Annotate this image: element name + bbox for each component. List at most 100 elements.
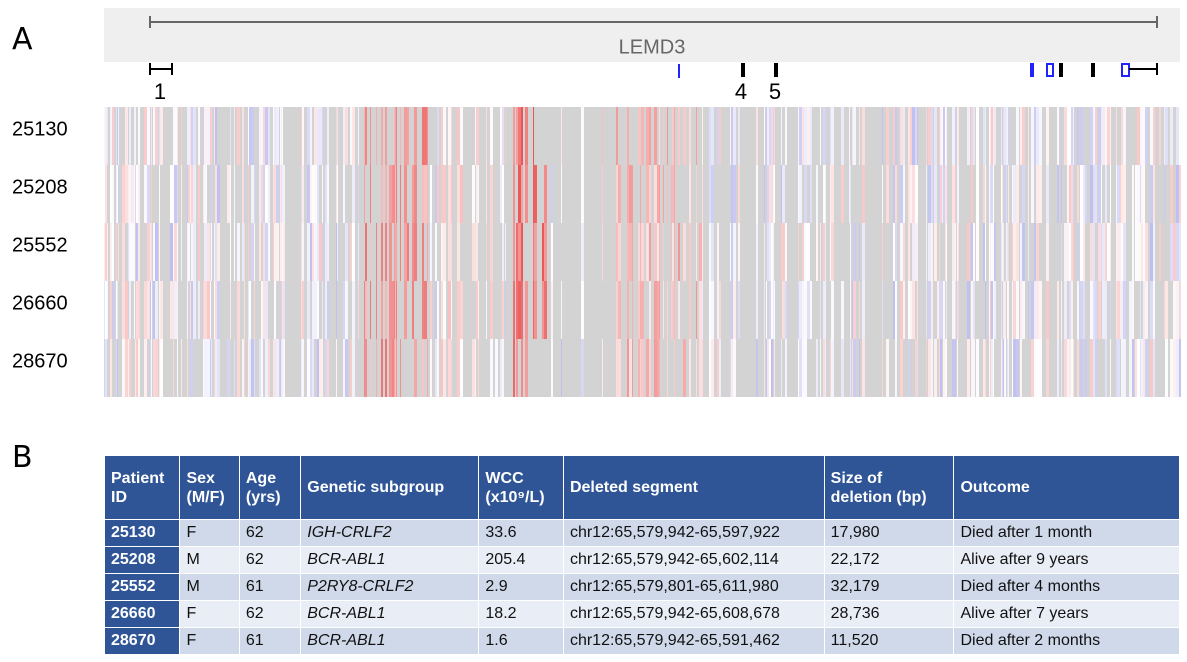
heatmap-cell bbox=[696, 339, 697, 397]
heatmap-cell bbox=[160, 281, 163, 339]
heatmap-cell bbox=[1016, 107, 1019, 165]
heatmap-cell bbox=[773, 165, 774, 223]
heatmap-cell bbox=[211, 223, 212, 281]
heatmap-cell bbox=[389, 223, 392, 281]
heatmap-cell bbox=[525, 107, 528, 165]
heatmap-cell bbox=[478, 339, 479, 397]
heatmap-cell bbox=[756, 339, 758, 397]
heatmap-cell bbox=[261, 165, 263, 223]
heatmap-cell bbox=[435, 339, 437, 397]
heatmap-cell bbox=[1105, 281, 1107, 339]
heatmap-cell bbox=[460, 107, 463, 165]
heatmap-cell bbox=[136, 223, 138, 281]
heatmap-cell bbox=[1135, 339, 1137, 397]
heatmap-cell bbox=[210, 339, 211, 397]
heatmap-cell bbox=[502, 107, 504, 165]
heatmap-cell bbox=[301, 107, 302, 165]
heatmap-cell bbox=[122, 339, 125, 397]
heatmap-cell bbox=[1069, 165, 1071, 223]
heatmap-cell bbox=[1135, 165, 1137, 223]
heatmap-cell bbox=[193, 223, 196, 281]
heatmap-cell bbox=[799, 107, 802, 165]
heatmap-cell bbox=[849, 107, 850, 165]
heatmap-cell bbox=[400, 165, 401, 223]
heatmap-cell bbox=[268, 223, 270, 281]
heatmap-cell bbox=[505, 223, 506, 281]
heatmap-cell bbox=[191, 339, 193, 397]
heatmap-cell bbox=[1008, 339, 1009, 397]
heatmap-cell bbox=[957, 107, 958, 165]
heatmap-cell bbox=[151, 339, 152, 397]
heatmap-cell bbox=[782, 281, 785, 339]
header-cell: Size of deletion (bp) bbox=[823, 455, 955, 520]
heatmap-cell bbox=[352, 107, 355, 165]
heatmap-cell bbox=[370, 339, 371, 397]
heatmap-cell bbox=[1022, 223, 1025, 281]
heatmap-cell bbox=[244, 339, 245, 397]
heatmap-cell bbox=[738, 281, 740, 339]
heatmap-cell bbox=[711, 165, 714, 223]
heatmap-cell bbox=[1046, 107, 1049, 165]
header-cell: Deleted segment bbox=[562, 455, 825, 520]
heatmap-cell bbox=[767, 339, 769, 397]
heatmap-cell bbox=[263, 107, 265, 165]
heatmap-cell bbox=[859, 281, 860, 339]
heatmap-cell bbox=[1164, 165, 1165, 223]
heatmap-cell bbox=[317, 107, 319, 165]
heatmap-cell bbox=[254, 339, 255, 397]
heatmap-cell bbox=[343, 281, 345, 339]
heatmap-cell bbox=[774, 281, 775, 339]
heatmap-cell bbox=[1036, 223, 1039, 281]
heatmap-cell bbox=[1007, 281, 1008, 339]
heatmap-cell bbox=[672, 281, 674, 339]
heatmap-cell bbox=[396, 281, 397, 339]
heatmap-cell bbox=[1095, 107, 1097, 165]
heatmap-cell bbox=[138, 165, 140, 223]
heatmap-cell bbox=[381, 281, 383, 339]
heatmap-cell bbox=[667, 107, 668, 165]
heatmap-cell bbox=[513, 339, 515, 397]
heatmap-cell bbox=[983, 339, 985, 397]
heatmap-cell bbox=[1140, 165, 1141, 223]
heatmap-cell bbox=[1001, 107, 1002, 165]
heatmap-cell bbox=[602, 165, 603, 223]
heatmap-cell bbox=[1034, 339, 1036, 397]
heatmap-cell bbox=[785, 281, 787, 339]
heatmap-cell bbox=[1153, 223, 1155, 281]
heatmap-cell bbox=[689, 281, 691, 339]
heatmap-cell bbox=[882, 223, 883, 281]
heatmap-cell bbox=[116, 281, 117, 339]
heatmap-cell bbox=[798, 339, 799, 397]
heatmap-cell bbox=[985, 165, 986, 223]
heatmap-cell bbox=[1164, 281, 1165, 339]
heatmap-cell bbox=[191, 281, 193, 339]
heatmap-cell bbox=[187, 339, 188, 397]
heatmap-cell bbox=[1153, 281, 1155, 339]
heatmap-cell bbox=[282, 165, 283, 223]
heatmap-cell bbox=[516, 107, 518, 165]
heatmap-cell bbox=[616, 107, 618, 165]
heatmap-cell bbox=[525, 165, 528, 223]
heatmap-cell bbox=[370, 281, 371, 339]
heatmap-cell bbox=[971, 165, 973, 223]
heatmap-cell bbox=[336, 339, 337, 397]
heatmap-cell bbox=[764, 107, 765, 165]
heatmap-cell bbox=[646, 165, 649, 223]
heatmap-cell bbox=[430, 165, 432, 223]
heatmap-cell bbox=[249, 281, 251, 339]
heatmap-cell bbox=[886, 165, 889, 223]
heatmap-cell bbox=[475, 339, 476, 397]
heatmap-cell bbox=[627, 107, 629, 165]
heatmap-cell bbox=[709, 223, 711, 281]
heatmap-cell bbox=[242, 165, 244, 223]
heatmap-cell bbox=[385, 165, 387, 223]
table-cell: 26660 bbox=[103, 600, 181, 628]
heatmap-cell bbox=[561, 165, 562, 223]
heatmap-cell bbox=[632, 339, 633, 397]
heatmap-cell bbox=[946, 165, 947, 223]
heatmap-cell bbox=[215, 339, 217, 397]
heatmap-cell bbox=[689, 223, 691, 281]
heatmap-cell bbox=[234, 223, 235, 281]
heatmap-cell bbox=[317, 165, 319, 223]
heatmap-cell bbox=[457, 165, 460, 223]
